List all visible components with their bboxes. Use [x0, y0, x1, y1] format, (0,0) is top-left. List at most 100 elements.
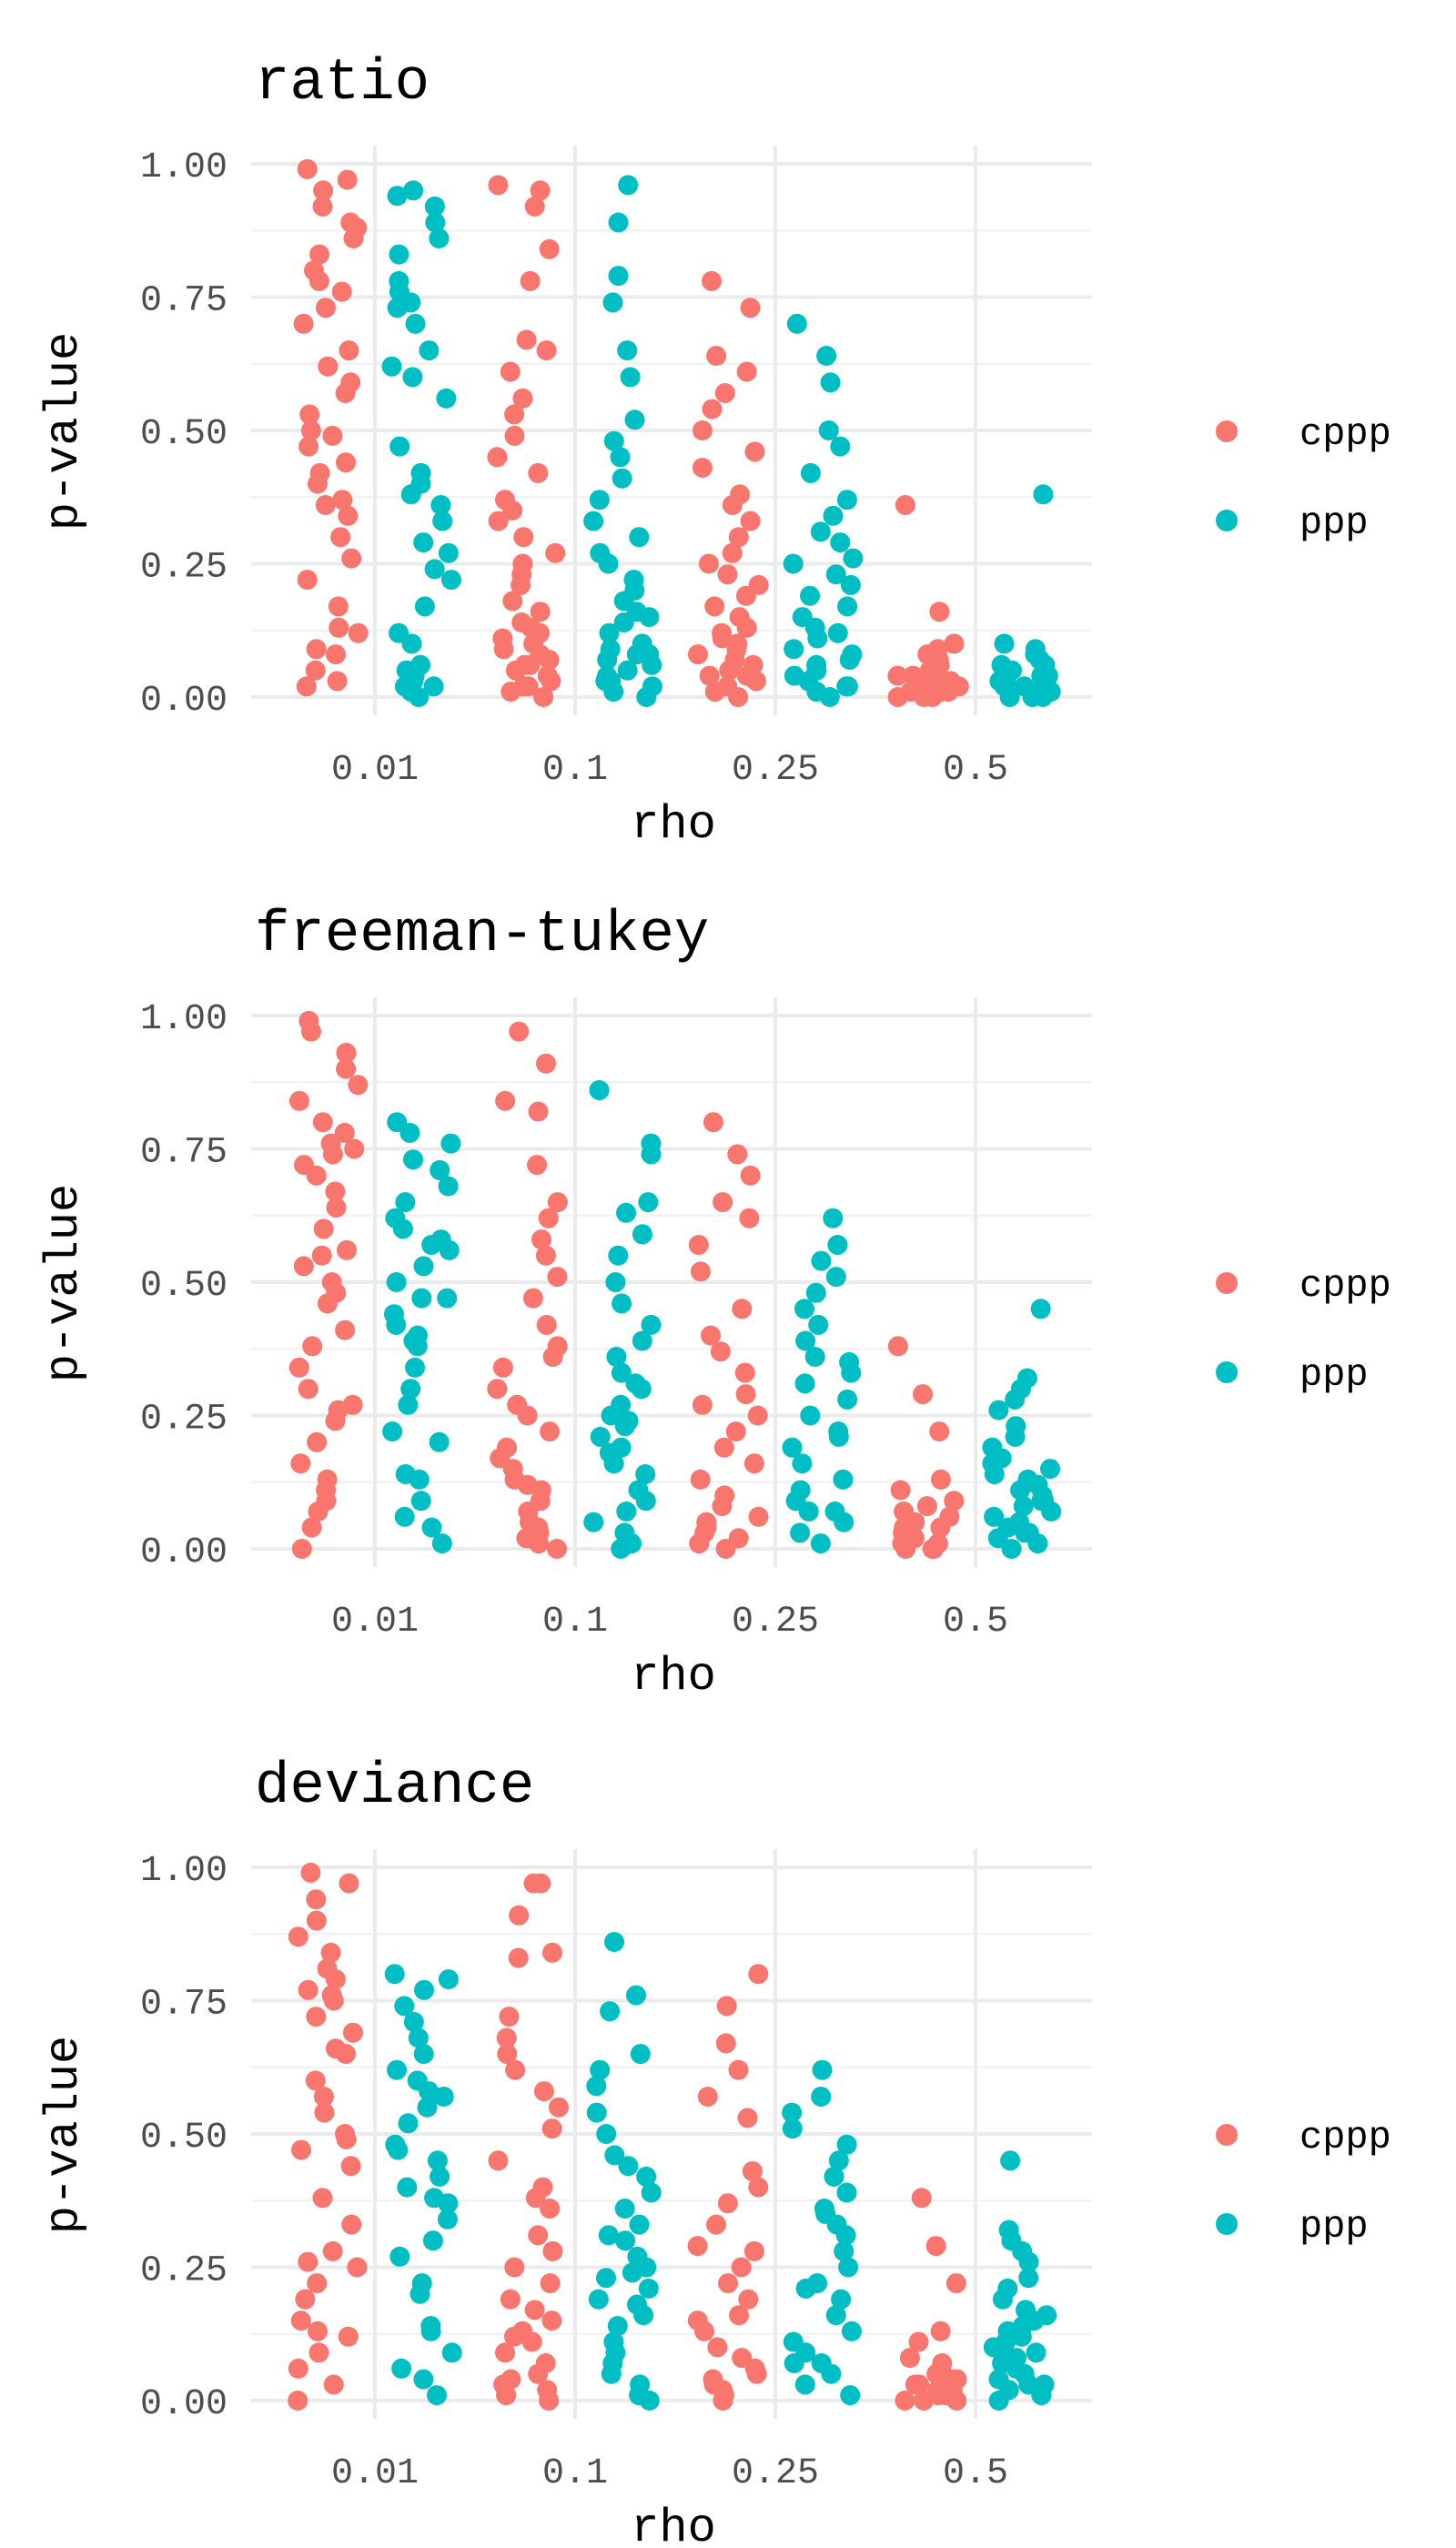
- data-point: [397, 2177, 418, 2198]
- data-point: [517, 1474, 538, 1495]
- legend-key-cppp: [1216, 420, 1238, 442]
- data-point: [833, 1469, 854, 1490]
- data-point: [398, 2113, 419, 2134]
- data-point: [344, 1138, 365, 1159]
- data-point: [536, 1314, 557, 1335]
- data-point: [487, 1379, 508, 1400]
- data-point: [300, 1862, 321, 1883]
- data-point: [783, 2331, 804, 2352]
- data-point: [492, 1357, 513, 1378]
- data-point: [403, 1149, 423, 1170]
- data-point: [922, 687, 943, 707]
- data-point: [317, 1958, 338, 1979]
- data-point: [504, 2257, 525, 2278]
- data-point: [335, 1320, 356, 1340]
- data-point: [400, 1379, 421, 1400]
- legend-label-cppp: cppp: [1299, 1264, 1391, 1308]
- data-point: [630, 2044, 651, 2065]
- data-point: [840, 2385, 861, 2406]
- data-point: [407, 2070, 428, 2091]
- data-point: [725, 1421, 746, 1442]
- data-point: [293, 313, 314, 334]
- data-point: [531, 1229, 551, 1250]
- data-point: [603, 430, 624, 451]
- legend-key-cppp: [1216, 2124, 1238, 2146]
- data-point: [414, 596, 435, 617]
- data-point: [384, 1964, 405, 1985]
- data-point: [1018, 2374, 1039, 2395]
- data-point: [588, 2289, 609, 2310]
- data-point: [308, 2342, 329, 2363]
- legend-label-ppp: ppp: [1299, 501, 1369, 545]
- y-tick-label: 0.75: [140, 1133, 228, 1174]
- data-point: [728, 1528, 749, 1549]
- data-point: [727, 1144, 748, 1165]
- data-point: [786, 313, 807, 334]
- data-point: [432, 511, 453, 531]
- data-point: [737, 2108, 758, 2128]
- data-point: [603, 2331, 624, 2352]
- data-point: [336, 2128, 357, 2149]
- data-point: [812, 2059, 833, 2080]
- data-point: [408, 2027, 429, 2048]
- data-point: [414, 1979, 434, 2000]
- data-point: [929, 671, 949, 692]
- data-point: [692, 1394, 713, 1415]
- data-point: [608, 1245, 629, 1266]
- data-point: [431, 1533, 452, 1554]
- data-point: [316, 298, 336, 318]
- data-point: [590, 542, 611, 563]
- data-point: [298, 1010, 319, 1031]
- data-point: [298, 1379, 318, 1400]
- data-point: [441, 2342, 462, 2363]
- y-tick-label: 0.25: [140, 548, 228, 589]
- data-point: [320, 1133, 341, 1154]
- data-point: [328, 596, 349, 617]
- data-point: [338, 2326, 359, 2347]
- data-point: [706, 346, 727, 366]
- data-point: [409, 1469, 430, 1490]
- data-point: [433, 2087, 454, 2107]
- x-axis-title: rho: [631, 2502, 716, 2548]
- data-point: [743, 1453, 764, 1474]
- data-point: [618, 2156, 639, 2177]
- series-ppp: [381, 175, 1061, 707]
- data-point: [386, 1272, 407, 1292]
- x-tick-label: 0.01: [331, 1602, 419, 1643]
- data-point: [738, 2289, 759, 2310]
- data-point: [702, 270, 722, 291]
- data-point: [838, 2257, 859, 2278]
- data-point: [542, 1942, 562, 1963]
- data-point: [337, 1239, 357, 1260]
- data-point: [744, 441, 765, 462]
- data-point: [982, 1453, 1003, 1474]
- data-point: [641, 1133, 662, 1154]
- data-point: [642, 676, 662, 697]
- data-point: [291, 1539, 312, 1559]
- data-point: [641, 1314, 662, 1335]
- data-point: [424, 2188, 445, 2209]
- data-point: [930, 1469, 951, 1490]
- data-point: [792, 1453, 813, 1474]
- data-point: [421, 1235, 442, 1255]
- data-point: [617, 340, 638, 361]
- data-point: [311, 1245, 332, 1266]
- data-point: [808, 1314, 829, 1335]
- data-point: [625, 1373, 646, 1394]
- data-point: [716, 1996, 737, 2017]
- data-point: [790, 1522, 811, 1543]
- data-point: [405, 1357, 425, 1378]
- data-point: [824, 1502, 845, 1522]
- data-point: [800, 585, 820, 606]
- data-point: [611, 1362, 632, 1383]
- data-point: [900, 682, 921, 703]
- panel-title: ratio: [255, 51, 430, 116]
- data-point: [712, 628, 733, 649]
- data-point: [1026, 2342, 1046, 2363]
- data-point: [1016, 2300, 1036, 2320]
- data-point: [307, 1431, 328, 1452]
- legend: cppp ppp: [1216, 2116, 1391, 2249]
- data-point: [389, 436, 410, 457]
- data-point: [521, 617, 541, 638]
- data-point: [507, 1394, 528, 1415]
